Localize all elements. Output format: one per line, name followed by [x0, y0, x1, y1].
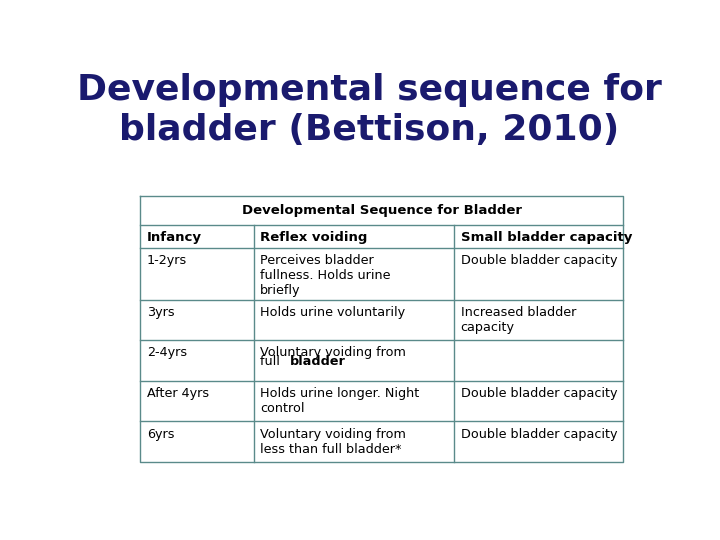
Text: Perceives bladder
fullness. Holds urine
briefly: Perceives bladder fullness. Holds urine …	[261, 254, 391, 298]
Text: Developmental sequence for
bladder (Bettison, 2010): Developmental sequence for bladder (Bett…	[76, 73, 662, 146]
Text: full: full	[261, 355, 284, 368]
Text: Reflex voiding: Reflex voiding	[261, 231, 368, 244]
Text: After 4yrs: After 4yrs	[147, 387, 209, 400]
Text: Small bladder capacity: Small bladder capacity	[461, 231, 632, 244]
Text: Voluntary voiding from
less than full bladder*: Voluntary voiding from less than full bl…	[261, 428, 406, 456]
Text: Voluntary voiding from: Voluntary voiding from	[261, 346, 406, 359]
Text: 3yrs: 3yrs	[147, 306, 174, 319]
Text: 2-4yrs: 2-4yrs	[147, 346, 187, 359]
Text: Holds urine longer. Night
control: Holds urine longer. Night control	[261, 387, 420, 415]
Text: Double bladder capacity: Double bladder capacity	[461, 428, 617, 441]
Text: Double bladder capacity: Double bladder capacity	[461, 254, 617, 267]
Text: 1-2yrs: 1-2yrs	[147, 254, 187, 267]
Text: Holds urine voluntarily: Holds urine voluntarily	[261, 306, 405, 319]
Text: Developmental Sequence for Bladder: Developmental Sequence for Bladder	[241, 204, 521, 217]
Text: 6yrs: 6yrs	[147, 428, 174, 441]
Text: Increased bladder
capacity: Increased bladder capacity	[461, 306, 576, 334]
Text: bladder: bladder	[290, 355, 346, 368]
Text: Infancy: Infancy	[147, 231, 202, 244]
Text: Double bladder capacity: Double bladder capacity	[461, 387, 617, 400]
